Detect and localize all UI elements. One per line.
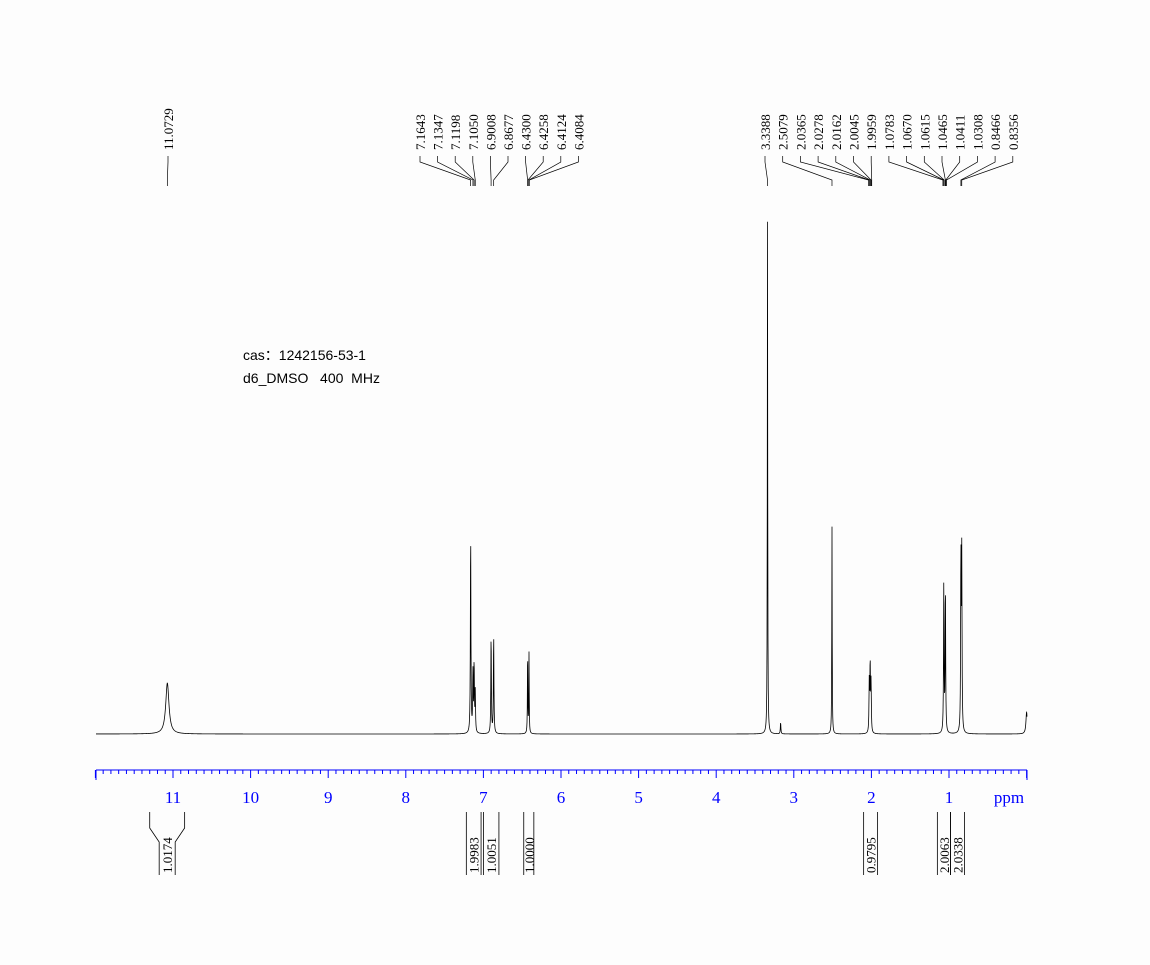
- x-axis-label: ppm: [994, 788, 1024, 807]
- peak-label: 2.0045: [847, 114, 862, 150]
- integral-bracket: [465, 812, 482, 875]
- x-tick-label: 2: [867, 788, 876, 807]
- peak-label: 1.0670: [900, 114, 915, 150]
- integral-bracket: [149, 812, 186, 875]
- peak-label: 1.0615: [917, 114, 932, 150]
- peak-label: 2.0162: [829, 114, 844, 150]
- peak-label: 7.1347: [431, 114, 446, 150]
- peak-connector: [490, 156, 492, 186]
- x-tick-label: 10: [242, 788, 259, 807]
- peak-connector: [888, 156, 944, 186]
- peak-label: 0.8356: [1006, 114, 1021, 150]
- integral-value: 2.0338: [951, 837, 966, 873]
- integral-bracket: [863, 812, 879, 875]
- peak-connector: [835, 156, 871, 186]
- peak-label: 0.8466: [988, 114, 1003, 150]
- integral-value: 1.0051: [484, 837, 499, 873]
- x-tick-label: 5: [634, 788, 643, 807]
- peak-label: 6.9008: [483, 114, 498, 150]
- x-tick-label: 8: [402, 788, 411, 807]
- integral-bracket: [523, 812, 535, 875]
- integral-value: 1.9983: [467, 837, 482, 873]
- x-tick-label: 4: [712, 788, 721, 807]
- peak-label: 6.8677: [501, 114, 516, 150]
- x-tick-label: 11: [165, 788, 181, 807]
- integral-bracket: [950, 812, 965, 875]
- x-tick-label: 7: [479, 788, 488, 807]
- peak-connector: [853, 156, 872, 186]
- peak-label: 1.9959: [864, 114, 879, 150]
- integral-bracket: [483, 812, 500, 875]
- peak-label: 6.4124: [554, 114, 569, 150]
- peak-connector: [906, 156, 945, 186]
- peak-connector: [528, 156, 579, 186]
- peak-connector: [528, 156, 562, 186]
- peak-connector: [941, 156, 946, 186]
- integral-value: 1.0174: [160, 837, 175, 873]
- peak-label: 6.4084: [571, 114, 586, 150]
- peak-connector: [472, 156, 476, 186]
- peak-label: 6.4258: [536, 114, 551, 150]
- peak-connector: [800, 156, 869, 186]
- peak-label: 11.0729: [161, 108, 176, 150]
- peak-connector: [525, 156, 528, 186]
- x-tick-label: 6: [557, 788, 566, 807]
- x-tick-label: 1: [945, 788, 954, 807]
- peak-connector: [923, 156, 945, 186]
- peak-label: 1.0411: [953, 115, 968, 150]
- solvent-annotation: d6_DMSO 400 MHz: [243, 370, 380, 386]
- peak-connector: [945, 156, 961, 186]
- peak-label: 6.4300: [519, 114, 534, 150]
- cas-annotation: cas：1242156-53-1: [243, 347, 366, 363]
- peak-label: 2.0365: [793, 114, 808, 150]
- integral-value: 2.0063: [937, 837, 952, 873]
- peak-label: 7.1198: [448, 115, 463, 150]
- peak-connector: [437, 156, 474, 186]
- peak-connector: [493, 156, 509, 186]
- integral-value: 0.9795: [864, 837, 879, 873]
- peak-connector: [419, 156, 471, 186]
- peak-connector: [782, 156, 833, 186]
- peak-connector: [817, 156, 870, 186]
- peak-connector: [961, 156, 1014, 186]
- peak-connector: [527, 156, 544, 186]
- peak-label: 1.0308: [970, 114, 985, 150]
- x-tick-label: 9: [324, 788, 333, 807]
- peak-connector: [870, 156, 873, 186]
- peak-label: 1.0783: [882, 114, 897, 150]
- integral-value: 1.0000: [522, 837, 537, 873]
- peak-label: 2.0278: [811, 114, 826, 150]
- peak-label: 2.5079: [776, 114, 791, 150]
- spectrum-line: [96, 221, 1028, 735]
- peak-label: 1.0465: [935, 114, 950, 150]
- peak-connector: [960, 156, 996, 186]
- x-tick-label: 3: [790, 788, 799, 807]
- peak-connector: [454, 156, 475, 186]
- peak-label: 7.1643: [413, 114, 428, 150]
- peak-label: 7.1050: [466, 114, 481, 150]
- peak-label: 3.3388: [758, 114, 773, 150]
- peak-connector: [166, 156, 169, 186]
- peak-connector: [946, 156, 978, 186]
- peak-connector: [764, 156, 768, 186]
